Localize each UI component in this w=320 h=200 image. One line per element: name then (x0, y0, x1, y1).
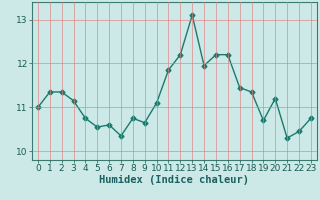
X-axis label: Humidex (Indice chaleur): Humidex (Indice chaleur) (100, 175, 249, 185)
